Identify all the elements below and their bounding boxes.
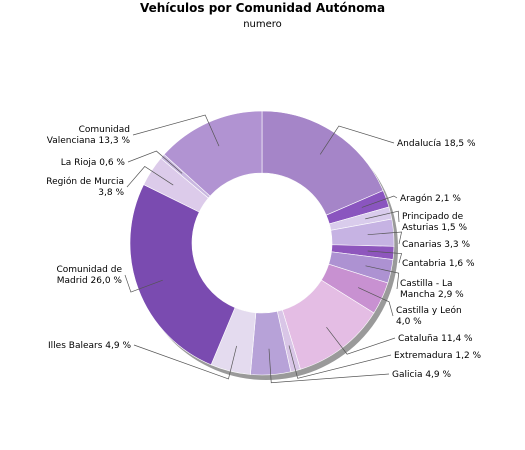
slice-label: Comunidad de Madrid 26,0 % (56, 265, 122, 286)
slice-label: Castilla y León 4,0 % (396, 305, 462, 327)
leader-line (288, 345, 392, 379)
slice-label: Galicia 4,9 % (392, 370, 451, 380)
slice-label: Illes Balears 4,9 % (48, 341, 131, 351)
slice-label: Castilla - La Mancha 2,9 % (400, 279, 464, 300)
leader-line (319, 125, 395, 155)
slice-label: Región de Murcia 3,8 % (46, 176, 124, 198)
donut-slices (129, 110, 395, 376)
slice-label: Principado de Asturias 1,5 % (402, 212, 468, 233)
slice-label: Cantabria 1,6 % (402, 259, 475, 269)
slice-label: La Rioja 0,6 % (61, 158, 126, 168)
leader-line (358, 287, 394, 317)
leader-lines (124, 114, 403, 384)
leader-line (367, 231, 403, 245)
leader-line (124, 274, 163, 293)
leader-line (127, 150, 183, 174)
slice-label: Canarias 3,3 % (402, 240, 470, 250)
slice-label: Aragón 2,1 % (400, 193, 461, 204)
leader-line (126, 166, 174, 188)
chart-subtitle: numero (243, 19, 282, 30)
slice-label: Andalucía 18,5 % (397, 139, 476, 149)
slice-label: Cataluña 11,4 % (398, 334, 473, 344)
donut-hole (192, 173, 332, 313)
leader-line (361, 195, 398, 208)
leader-line (326, 326, 396, 355)
leader-line (132, 114, 220, 147)
leader-line (268, 348, 390, 384)
leader-line (365, 265, 400, 290)
slice-label: Extremadura 1,2 % (394, 351, 482, 361)
slice-label: Comunidad Valenciana 13,3 % (47, 125, 131, 146)
leader-line (367, 250, 403, 264)
leader-line (133, 344, 237, 380)
leader-line (365, 210, 400, 223)
chart-title: Vehículos por Comunidad Autónoma (139, 1, 386, 15)
slice-labels: Andalucía 18,5 % Aragón 2,1 % Principado d… (46, 125, 481, 380)
